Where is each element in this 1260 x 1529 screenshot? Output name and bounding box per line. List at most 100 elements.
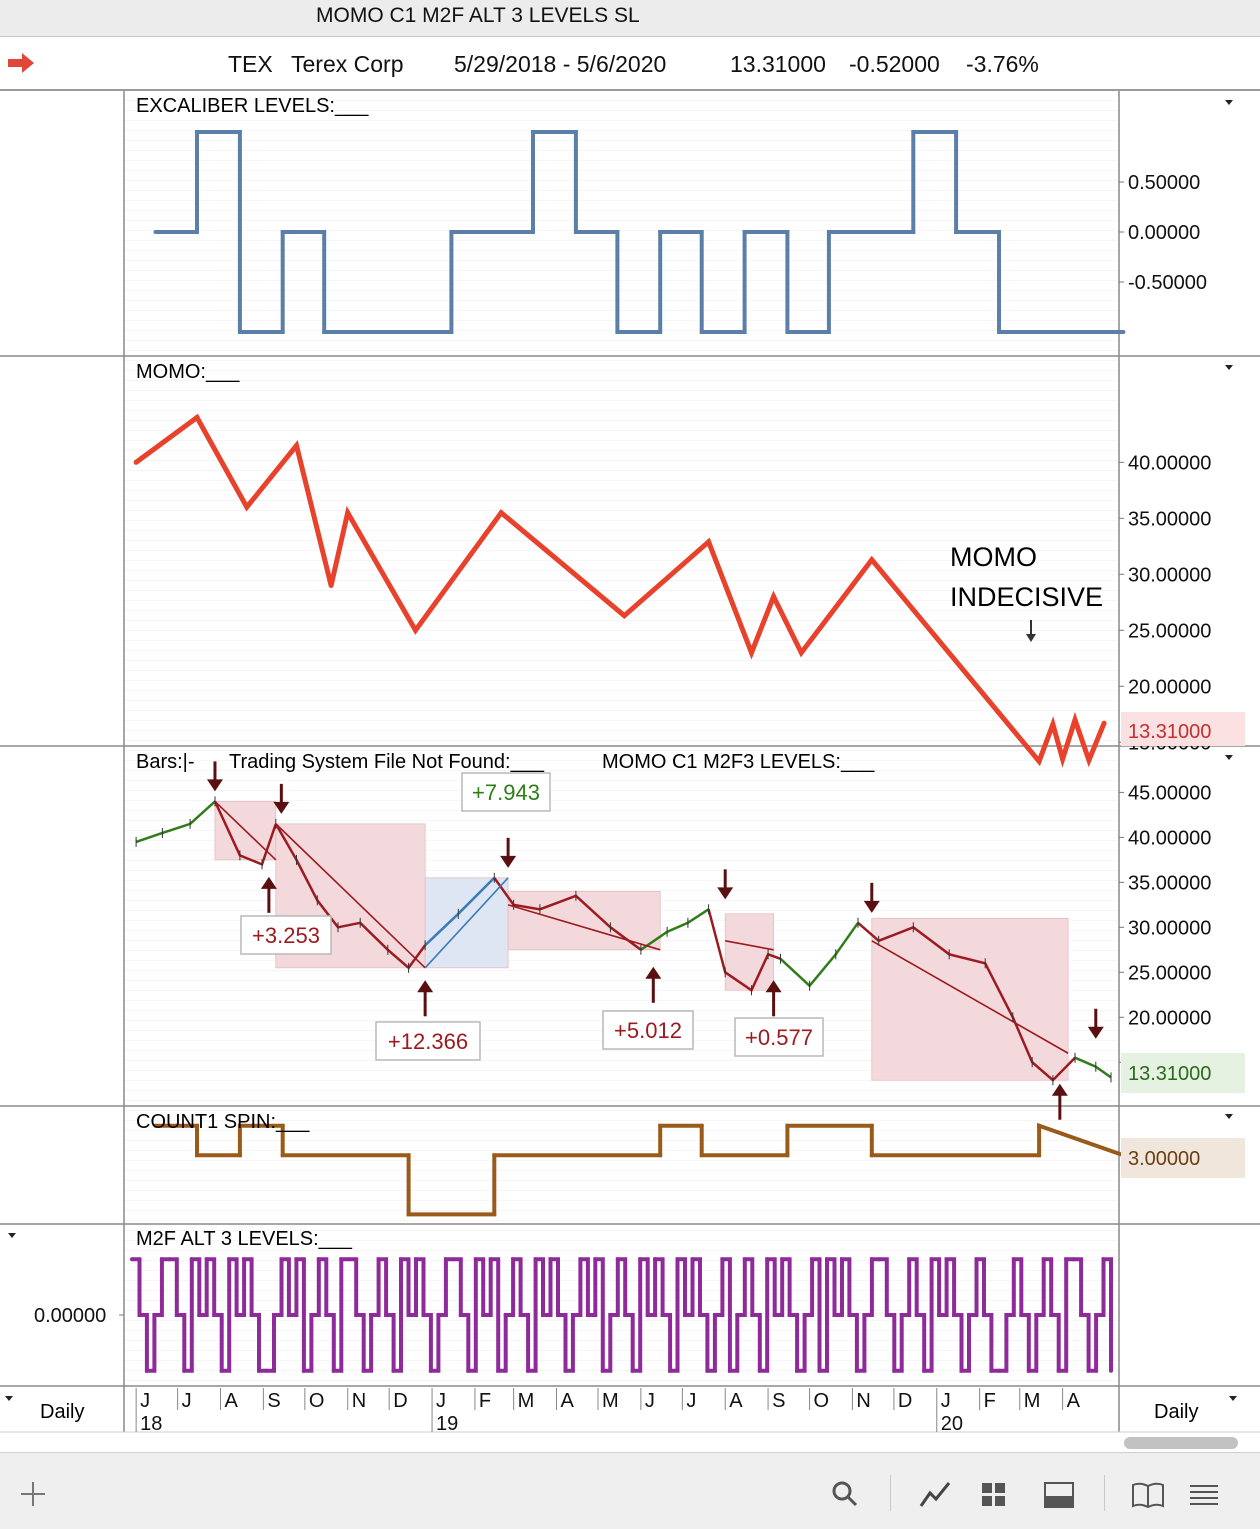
horizontal-scrollbar[interactable]	[1124, 1437, 1238, 1449]
count1-point	[1037, 1123, 1042, 1128]
excaliber-point	[237, 330, 242, 334]
count1-point	[1037, 1153, 1042, 1158]
buy-arrow-icon	[765, 980, 782, 993]
add-icon[interactable]	[18, 1479, 48, 1509]
momo-point	[621, 613, 627, 619]
interval-right[interactable]: Daily	[1154, 1401, 1198, 1423]
count1-point	[406, 1153, 411, 1158]
m2f-point	[1086, 1368, 1091, 1373]
m2f-point	[765, 1257, 770, 1262]
m2f-menu-icon[interactable]	[8, 1233, 16, 1238]
m2f-point	[840, 1257, 844, 1262]
m2f-point	[742, 1257, 747, 1262]
interval-left-dropdown-icon[interactable]	[5, 1396, 13, 1401]
m2f-point	[832, 1313, 837, 1317]
month-label: F	[479, 1390, 491, 1412]
excaliber-point	[237, 230, 242, 234]
trade-profit-label: +0.577	[745, 1025, 813, 1050]
interval-left[interactable]: Daily	[40, 1401, 84, 1423]
m2f-point	[399, 1257, 403, 1262]
m2f-point	[294, 1257, 299, 1262]
count1-menu-icon[interactable]	[1225, 1114, 1233, 1119]
m2f-point	[391, 1368, 396, 1373]
m2f-point	[1109, 1368, 1113, 1373]
m2f-point	[884, 1313, 889, 1317]
m2f-point	[518, 1313, 523, 1317]
m2f-tick-label: 0.00000	[34, 1305, 106, 1327]
bars-label: Bars:|-	[136, 751, 195, 773]
m2f-point	[496, 1368, 501, 1373]
count1-line	[155, 1122, 1125, 1217]
excaliber-point	[449, 330, 454, 334]
m2f-point	[346, 1257, 351, 1262]
m2f-point	[772, 1313, 777, 1317]
menu-icon[interactable]	[1188, 1482, 1220, 1508]
m2f-point	[1019, 1313, 1024, 1317]
momo-point	[1060, 756, 1066, 762]
excaliber-tick-label: 0.50000	[1128, 172, 1200, 194]
excaliber-point	[280, 230, 285, 234]
m2f-point	[862, 1313, 867, 1317]
month-label: A	[1067, 1390, 1081, 1412]
month-label: D	[393, 1390, 407, 1412]
trade-profit-label: +5.012	[614, 1018, 682, 1043]
m2f-point	[1064, 1257, 1069, 1262]
count1-point	[869, 1123, 874, 1128]
excaliber-tick-label: -0.50000	[1128, 272, 1207, 294]
last-price: 13.31000	[730, 51, 826, 77]
m2f-point	[339, 1257, 344, 1262]
m2f-point	[1026, 1368, 1031, 1373]
count1-point	[280, 1123, 285, 1128]
count1-point	[280, 1153, 285, 1158]
month-label: J	[182, 1390, 192, 1412]
search-icon[interactable]	[830, 1479, 860, 1509]
excaliber-panel: 0.50000 0.00000 -0.50000	[153, 130, 1207, 334]
excaliber-point	[153, 230, 158, 234]
excaliber-point	[1121, 330, 1126, 334]
excaliber-point	[742, 230, 747, 234]
trading-system-label: Trading System File Not Found:___	[229, 751, 545, 773]
momo-tick-label: 40.00000	[1128, 452, 1211, 474]
m2f-point	[959, 1368, 964, 1373]
m2f-point	[174, 1313, 179, 1317]
m2f-point	[249, 1313, 254, 1317]
m2f-point	[219, 1368, 224, 1373]
draw-line-icon[interactable]	[918, 1479, 952, 1509]
excaliber-menu-icon[interactable]	[1225, 100, 1233, 105]
arrow-right-icon[interactable]	[6, 51, 36, 75]
momo-tick-label: 30.00000	[1128, 564, 1211, 586]
interval-right-dropdown-icon[interactable]	[1229, 1396, 1237, 1401]
short-trade-zone	[507, 890, 661, 951]
momo-tick-label: 35.00000	[1128, 508, 1211, 530]
m2f-point	[638, 1257, 643, 1262]
m2f-point	[668, 1368, 673, 1373]
trade-profit-box	[602, 1010, 694, 1050]
excaliber-point	[826, 230, 831, 234]
window-titlebar: MOMO C1 M2F ALT 3 LEVELS SL	[0, 0, 1260, 37]
momo-menu-icon[interactable]	[1225, 365, 1233, 370]
m2f-point	[1071, 1257, 1076, 1262]
panel-icon[interactable]	[1043, 1480, 1075, 1510]
m2f-point	[907, 1257, 912, 1262]
m2f-point	[466, 1368, 471, 1373]
m2f-point	[810, 1257, 815, 1262]
excaliber-point	[997, 330, 1001, 334]
excaliber-point	[322, 230, 327, 234]
month-label: A	[224, 1390, 238, 1412]
m2f-point	[585, 1313, 590, 1317]
momo-point	[133, 459, 139, 465]
chart-area[interactable]: 0.50000 0.00000 -0.50000 40.00000 35.00000 3…	[0, 0, 1260, 1452]
m2f-point	[578, 1257, 583, 1262]
m2f-point	[324, 1313, 329, 1317]
m2f-point	[376, 1257, 381, 1262]
layout-grid-icon[interactable]	[980, 1481, 1008, 1509]
m2f-point	[144, 1368, 149, 1373]
m2f-point	[944, 1257, 949, 1262]
m2f-point	[286, 1313, 291, 1317]
bars-menu-icon[interactable]	[1225, 755, 1233, 760]
month-label: J	[645, 1390, 655, 1412]
m2f-point	[698, 1313, 702, 1317]
book-icon[interactable]	[1130, 1480, 1166, 1510]
count1-point	[406, 1212, 411, 1217]
m2f-point	[952, 1313, 957, 1317]
